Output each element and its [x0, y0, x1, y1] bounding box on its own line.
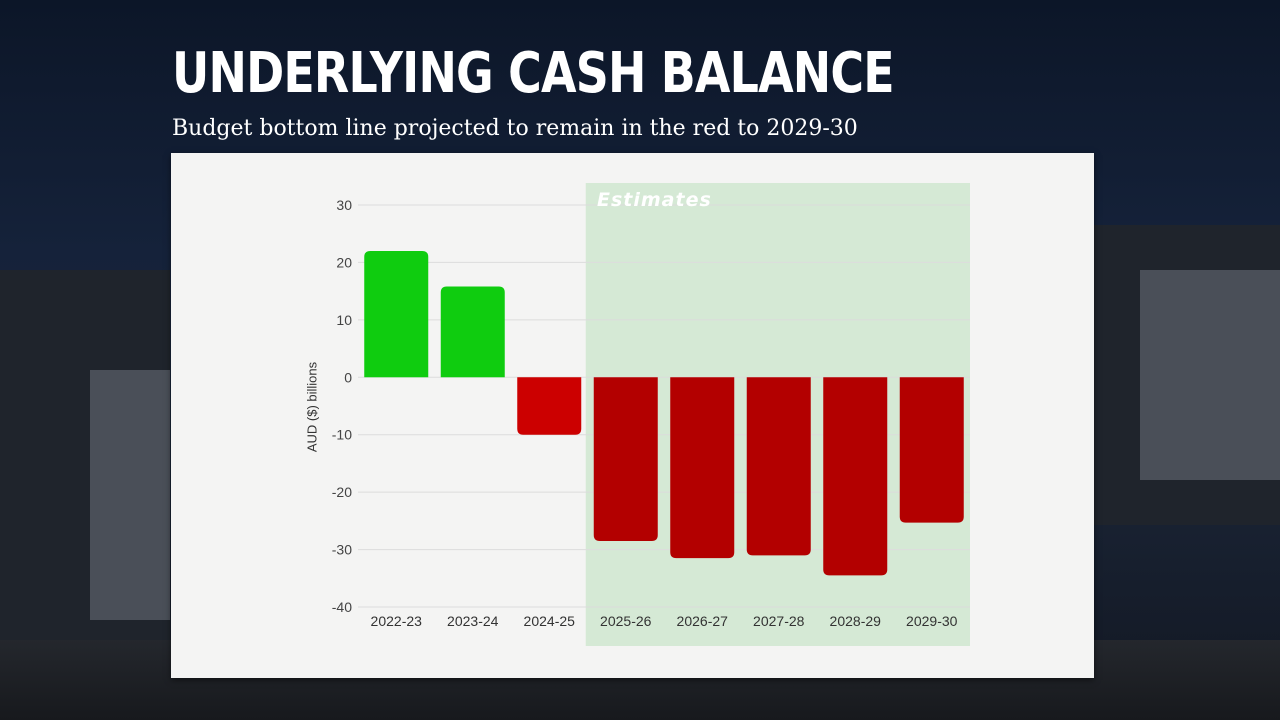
bar-2028-29	[823, 377, 888, 576]
y-tick-label: 30	[336, 197, 352, 213]
y-tick-label: -20	[332, 484, 352, 500]
bar-2025-26	[593, 377, 658, 541]
x-tick-label: 2022-23	[371, 613, 423, 629]
bar-2022-23	[364, 250, 429, 378]
page-title: UNDERLYING CASH BALANCE	[172, 41, 895, 106]
y-tick-label: -40	[332, 599, 352, 615]
x-tick-label: 2023-24	[447, 613, 499, 629]
bar-2024-25	[517, 377, 582, 435]
y-axis-title-text: AUD ($) billions	[304, 361, 320, 453]
page-subtitle: Budget bottom line projected to remain i…	[172, 116, 858, 141]
y-tick-label: 20	[336, 254, 352, 270]
x-tick-label: 2026-27	[677, 613, 729, 629]
y-tick-label: -30	[332, 542, 352, 558]
x-tick-label: 2027-28	[753, 613, 805, 629]
background-column-right	[1140, 270, 1280, 480]
x-tick-label: 2029-30	[906, 613, 958, 629]
bar-2023-24	[440, 286, 505, 378]
x-tick-label: 2028-29	[830, 613, 882, 629]
y-tick-label: 10	[336, 312, 352, 328]
x-tick-label: 2025-26	[600, 613, 652, 629]
y-tick-label: -10	[332, 427, 352, 443]
x-tick-label: 2024-25	[524, 613, 576, 629]
bar-2026-27	[670, 377, 735, 559]
background-column-left	[90, 370, 170, 620]
estimates-label: Estimates	[597, 189, 712, 211]
bar-2027-28	[746, 377, 811, 556]
y-tick-label: 0	[344, 369, 352, 385]
bar-2029-30	[899, 377, 964, 523]
